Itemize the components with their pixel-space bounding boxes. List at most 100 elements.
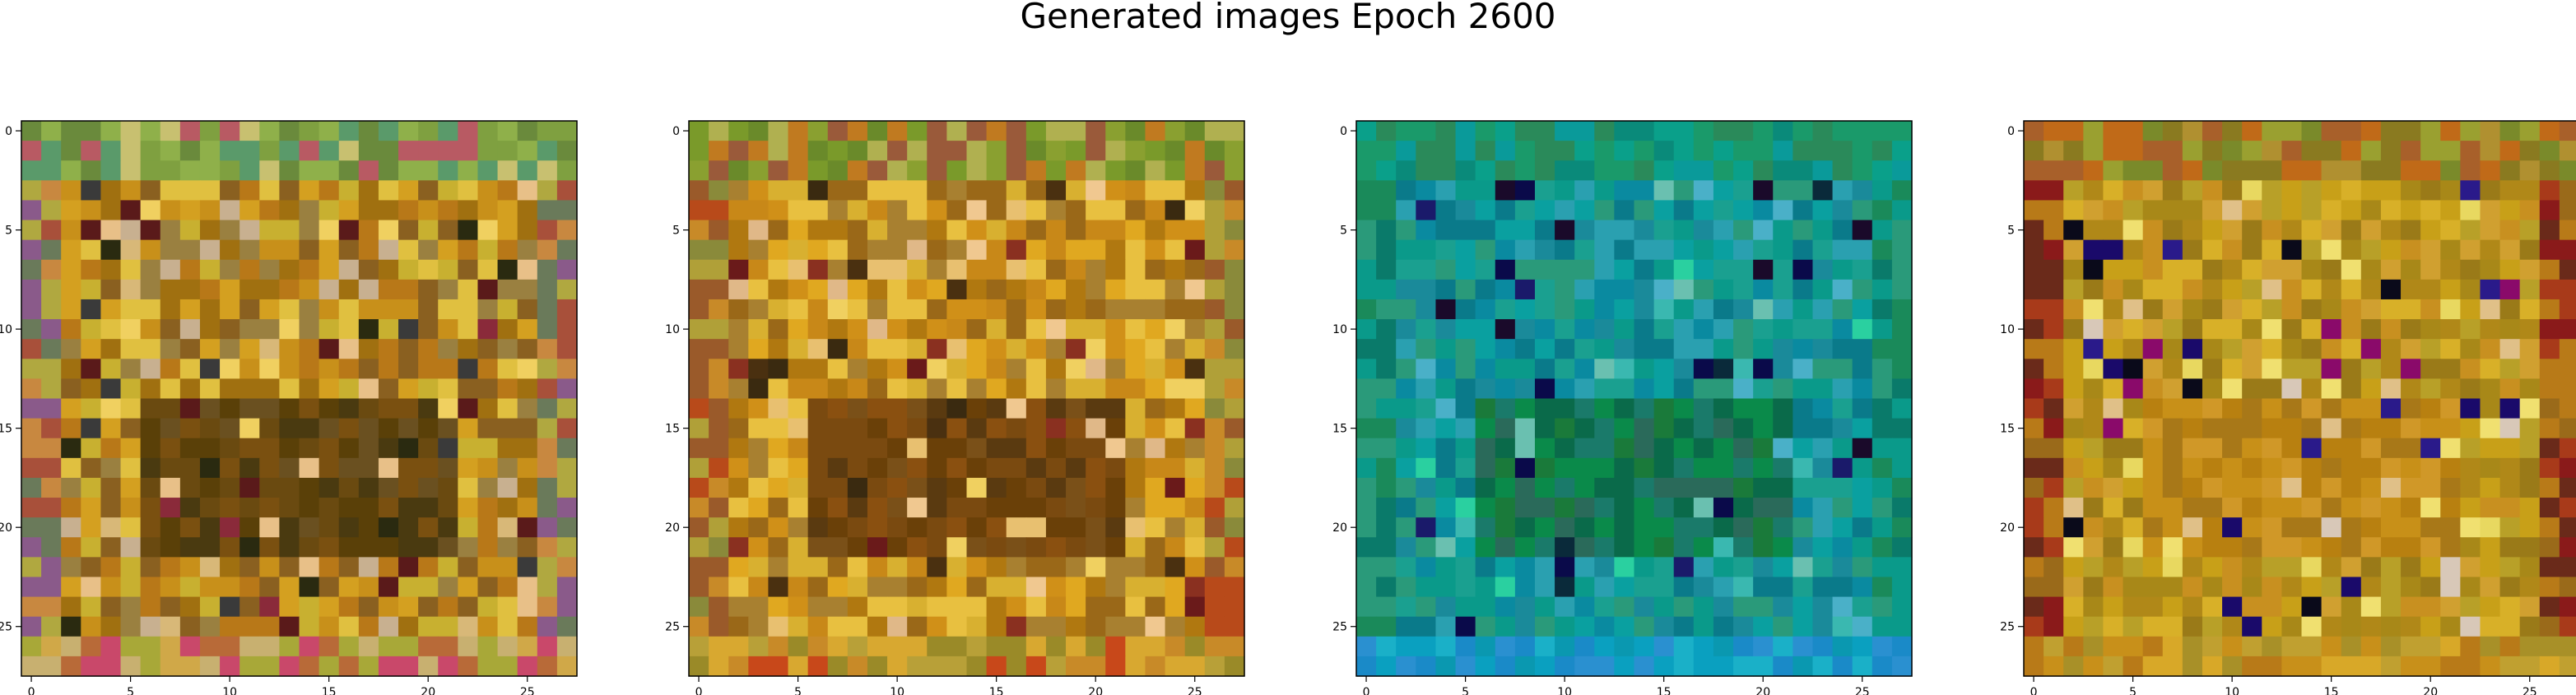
heatmap-cell xyxy=(1514,220,1536,241)
heatmap-cell xyxy=(867,398,888,419)
heatmap-cell xyxy=(689,616,709,637)
heatmap-cell xyxy=(1594,656,1615,677)
heatmap-cell xyxy=(986,220,1007,241)
heatmap-cell xyxy=(517,200,538,221)
heatmap-cell xyxy=(220,121,240,141)
heatmap-cell xyxy=(748,239,770,261)
heatmap-cell xyxy=(2222,121,2243,141)
heatmap-cell xyxy=(2202,398,2223,419)
heatmap-cell xyxy=(2222,477,2243,498)
heatmap-cell xyxy=(358,498,379,518)
heatmap-cell xyxy=(2360,359,2382,379)
heatmap-cell xyxy=(1025,359,1047,379)
heatmap-cell xyxy=(1165,557,1186,578)
heatmap-cell xyxy=(2440,339,2461,359)
heatmap-cell xyxy=(199,596,221,618)
heatmap-cell xyxy=(358,418,379,439)
heatmap-cell xyxy=(1025,418,1047,439)
heatmap-cell xyxy=(1832,359,1853,379)
heatmap-cell xyxy=(2539,359,2560,379)
heatmap-cell xyxy=(1733,418,1754,439)
heatmap-cell xyxy=(867,279,888,300)
heatmap-cell xyxy=(907,239,928,261)
heatmap-cell xyxy=(1713,398,1734,419)
heatmap-cell xyxy=(556,616,578,637)
heatmap-cell xyxy=(2083,577,2104,598)
heatmap-cell xyxy=(319,577,340,598)
heatmap-cell xyxy=(986,378,1007,400)
heatmap-cell xyxy=(1045,596,1067,618)
heatmap-cell xyxy=(946,141,968,161)
heatmap-cell xyxy=(1086,378,1106,400)
heatmap-cell xyxy=(140,616,161,637)
heatmap-cell xyxy=(259,279,280,300)
heatmap-cell xyxy=(1673,220,1695,241)
x-tick-label: 10 xyxy=(222,686,237,695)
heatmap-cell xyxy=(689,180,709,202)
y-tick-label: 5 xyxy=(672,225,680,238)
heatmap-cell xyxy=(788,160,809,181)
heatmap-cell xyxy=(1376,259,1397,280)
heatmap-cells xyxy=(2024,121,2576,677)
heatmap-cell xyxy=(1495,537,1516,558)
heatmap-cell xyxy=(220,398,240,419)
heatmap-cell xyxy=(497,121,518,141)
heatmap-cell xyxy=(748,517,770,538)
heatmap-cell xyxy=(1673,160,1695,181)
heatmap-cell xyxy=(1812,477,1834,498)
heatmap-cell xyxy=(1006,438,1027,459)
heatmap-cell xyxy=(1753,378,1774,400)
heatmap-cell xyxy=(2222,160,2243,181)
heatmap-cell xyxy=(2539,636,2560,657)
heatmap-cell xyxy=(2063,359,2084,379)
heatmap-cell xyxy=(418,616,439,637)
heatmap-cell xyxy=(1165,418,1186,439)
heatmap-cell xyxy=(398,259,419,280)
heatmap-cell xyxy=(259,339,280,359)
heatmap-cell xyxy=(2262,557,2282,578)
heatmap-cell xyxy=(2281,656,2303,677)
heatmap-cell xyxy=(986,359,1007,379)
heatmap-cell xyxy=(2162,498,2183,518)
heatmap-cell xyxy=(1006,239,1027,261)
heatmap-cell xyxy=(2024,180,2044,202)
heatmap-cell xyxy=(1594,517,1615,538)
heatmap-cell xyxy=(41,160,62,181)
heatmap-cell xyxy=(1832,418,1853,439)
heatmap-cell xyxy=(1534,160,1555,181)
heatmap-cell xyxy=(1105,299,1126,320)
heatmap-cell xyxy=(378,477,399,498)
heatmap-cell xyxy=(438,418,458,439)
heatmap-cell xyxy=(966,596,988,618)
heatmap-cell xyxy=(1125,220,1146,241)
heatmap-cell xyxy=(220,477,240,498)
heatmap-cell xyxy=(847,596,868,618)
heatmap-cell xyxy=(1455,656,1476,677)
heatmap-cell xyxy=(728,596,749,618)
heatmap-cell xyxy=(2142,596,2164,618)
heatmap-cell xyxy=(1475,279,1496,300)
heatmap-cell xyxy=(907,457,928,479)
heatmap-cell xyxy=(259,121,280,141)
heatmap-cell xyxy=(1555,477,1575,498)
heatmap-cell xyxy=(2103,636,2124,657)
heatmap-cell xyxy=(497,656,518,677)
heatmap-cell xyxy=(1852,636,1873,657)
heatmap-cell xyxy=(1376,359,1397,379)
heatmap-cell xyxy=(160,319,181,340)
heatmap-cell xyxy=(517,418,538,439)
heatmap-cell xyxy=(41,141,62,161)
heatmap-cell xyxy=(21,577,42,598)
heatmap-cell xyxy=(100,398,122,419)
heatmap-cell xyxy=(1773,378,1793,400)
x-tick-label: 20 xyxy=(1755,686,1770,695)
heatmap-cell xyxy=(2360,438,2382,459)
heatmap-cell xyxy=(338,557,360,578)
heatmap-cell xyxy=(2242,438,2262,459)
heatmap-cell xyxy=(2420,577,2441,598)
heatmap-cell xyxy=(827,339,849,359)
heatmap-cell xyxy=(378,239,399,261)
heatmap-cell xyxy=(1495,557,1516,578)
heatmap-cell xyxy=(1555,359,1575,379)
heatmap-cell xyxy=(1673,656,1695,677)
